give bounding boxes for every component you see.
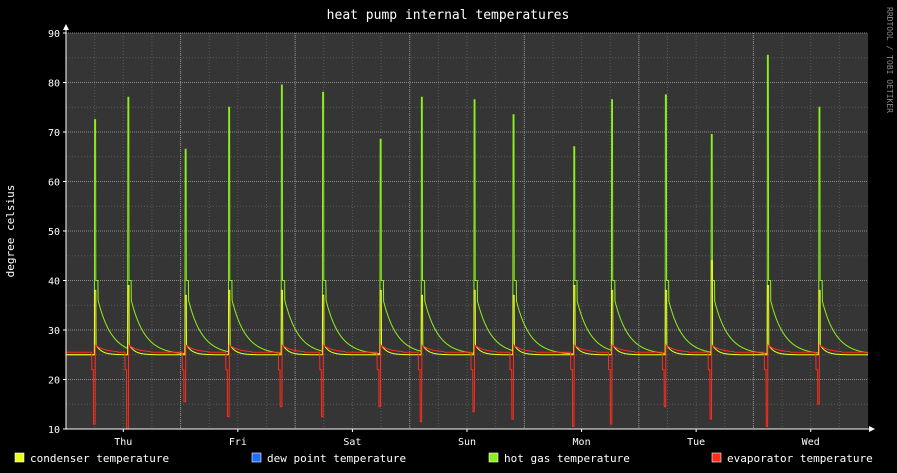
y-axis-arrow bbox=[63, 24, 69, 30]
legend-swatch-dew-point-temperature bbox=[251, 452, 262, 463]
x-tick-label-mon: Mon bbox=[573, 437, 591, 448]
y-tick-label: 80 bbox=[48, 79, 60, 90]
x-tick-label-wed: Wed bbox=[802, 437, 820, 448]
axes: 10 20 30 40 50 60 70 80 90 Thu Fri Sat Sun Mon Tue Wed bbox=[48, 24, 875, 448]
x-tick-label-fri: Fri bbox=[229, 437, 247, 448]
series-line-evaporator-temperature bbox=[66, 343, 868, 430]
legend-swatch-evaporator-temperature bbox=[711, 452, 722, 463]
y-tick-label: 20 bbox=[48, 376, 60, 387]
y-tick-label: 90 bbox=[48, 29, 60, 40]
watermark: RRDTOOL / TOBI OETIKER bbox=[885, 7, 894, 113]
legend-label-dew-point-temperature: dew point temperature bbox=[267, 452, 406, 465]
legend-label-hot-gas-temperature: hot gas temperature bbox=[504, 452, 630, 465]
y-tick-label: 50 bbox=[48, 227, 60, 238]
legend: condenser temperature dew point temperatu… bbox=[14, 452, 873, 465]
legend-label-condenser-temperature: condenser temperature bbox=[30, 452, 169, 465]
y-axis-label: degree celsius bbox=[4, 185, 17, 278]
chart-title: heat pump internal temperatures bbox=[327, 8, 570, 23]
y-tick-label: 70 bbox=[48, 128, 60, 139]
y-tick-label: 40 bbox=[48, 277, 60, 288]
legend-label-evaporator-temperature: evaporator temperature bbox=[727, 452, 873, 465]
legend-swatch-condenser-temperature bbox=[14, 452, 25, 463]
x-tick-label-sun: Sun bbox=[458, 437, 476, 448]
y-tick-label: 30 bbox=[48, 326, 60, 337]
x-axis-arrow bbox=[869, 426, 875, 432]
y-tick-label: 10 bbox=[48, 425, 60, 436]
series-line-condenser-temperature bbox=[66, 260, 868, 356]
grid bbox=[66, 32, 868, 430]
x-tick-label-thu: Thu bbox=[114, 437, 132, 448]
y-tick-label: 60 bbox=[48, 178, 60, 189]
x-tick-label-sat: Sat bbox=[343, 437, 361, 448]
series-layer bbox=[66, 54, 868, 430]
x-tick-label-tue: Tue bbox=[687, 437, 705, 448]
legend-swatch-hot-gas-temperature bbox=[488, 452, 499, 463]
